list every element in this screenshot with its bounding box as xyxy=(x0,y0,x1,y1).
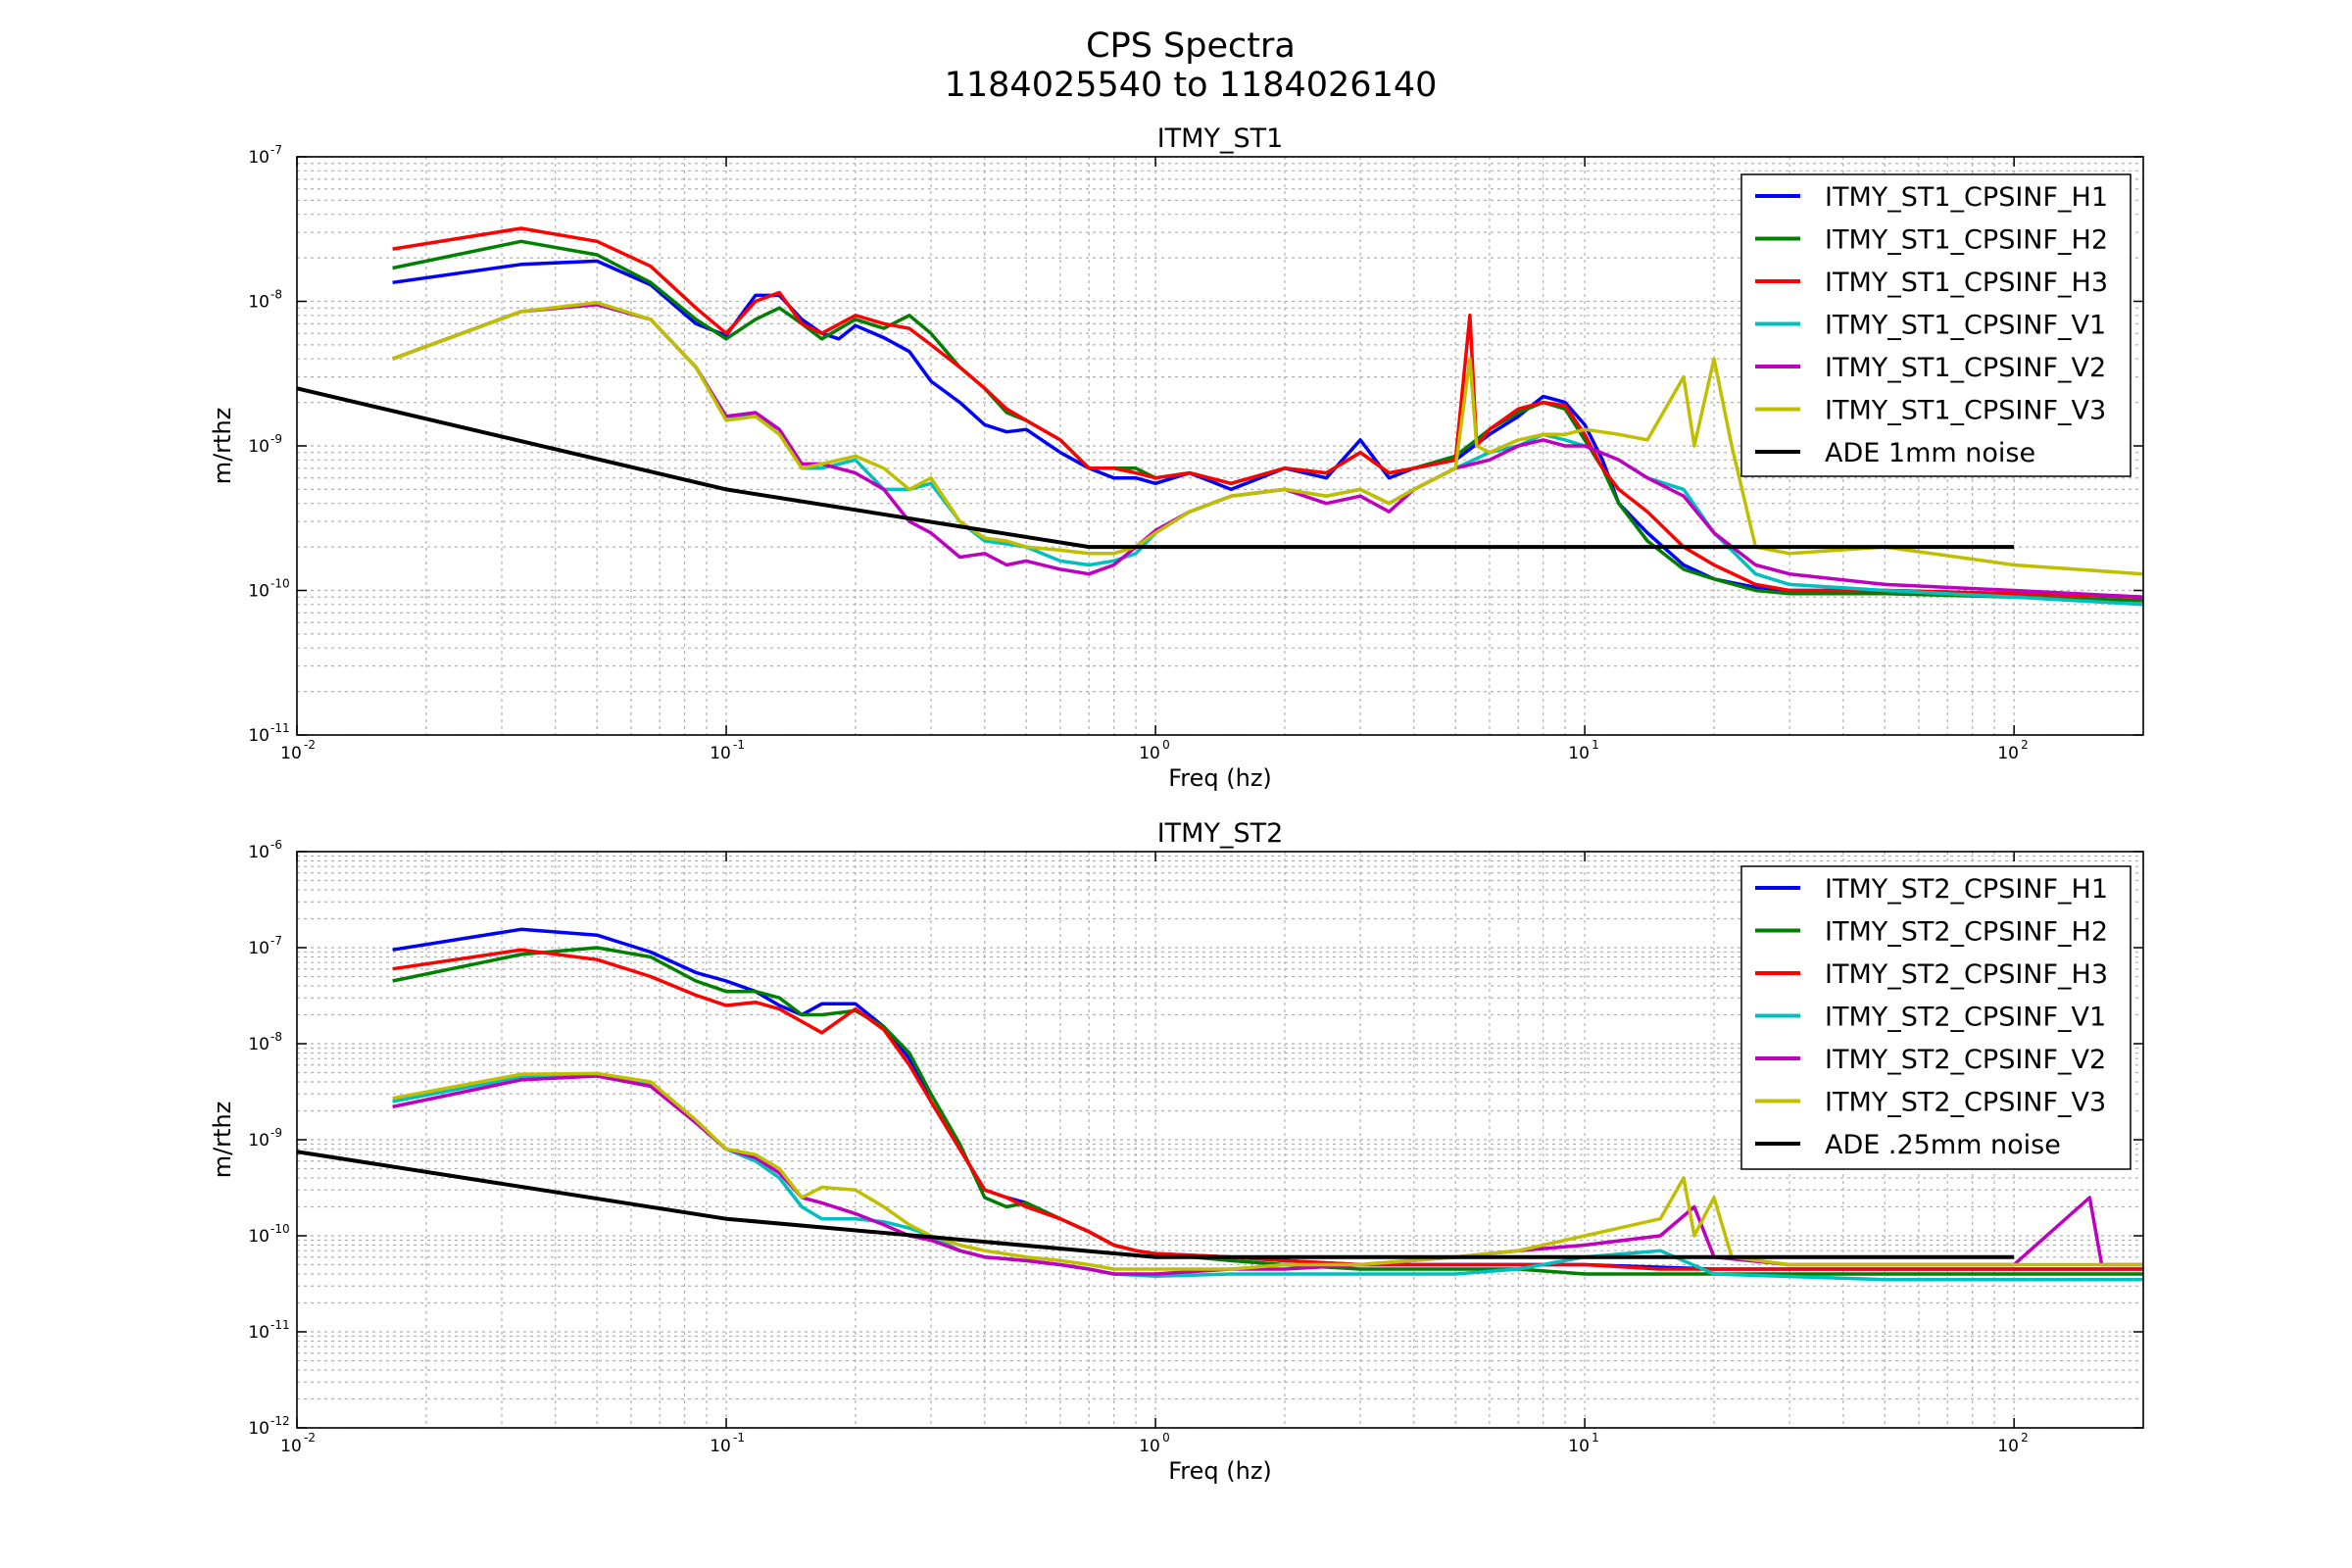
y-axis-label-st1: m/rthz xyxy=(209,408,236,485)
legend-label: ITMY_ST2_CPSINF_V3 xyxy=(1825,1088,2106,1118)
y-tick-label: 10 xyxy=(248,1419,270,1439)
legend-st1: ITMY_ST1_CPSINF_H1 ITMY_ST1_CPSINF_H2 ITMY… xyxy=(1740,173,2132,477)
figure-title-line2: 1184025540 to 1184026140 xyxy=(945,66,1438,105)
plot-area-st1 xyxy=(297,226,2143,607)
y-tick-label: 10 xyxy=(248,726,270,746)
x-tick-label: 10 xyxy=(710,1437,731,1456)
series-line-v3 xyxy=(391,301,2143,576)
x-tick-label: 10 xyxy=(1139,1437,1160,1456)
x-tick-label: 10 xyxy=(1997,744,2019,763)
y-tick-label: 10 xyxy=(248,1323,270,1343)
x-tick-label: 10 xyxy=(1568,1437,1590,1456)
legend-label: ITMY_ST1_CPSINF_H3 xyxy=(1825,268,2108,298)
y-tick-label: 10 xyxy=(248,1227,270,1247)
x-tick-exponent: -2 xyxy=(304,738,316,752)
x-tick-exponent: 1 xyxy=(1592,1431,1599,1445)
y-tick-exponent: -11 xyxy=(270,1318,290,1332)
x-tick-exponent: 0 xyxy=(1162,738,1170,752)
x-tick-label: 10 xyxy=(1568,744,1590,763)
series-line-v3 xyxy=(392,1071,2143,1271)
x-axis-label-st1: Freq (hz) xyxy=(1168,764,1272,792)
x-tick-label: 10 xyxy=(280,744,302,763)
y-tick-label: 10 xyxy=(248,582,270,602)
y-tick-label: 10 xyxy=(248,437,270,457)
x-tick-exponent: -1 xyxy=(733,1431,745,1445)
legend-label: ITMY_ST1_CPSINF_H1 xyxy=(1825,182,2108,213)
y-tick-exponent: -11 xyxy=(270,721,290,735)
x-axis-label-st2: Freq (hz) xyxy=(1168,1457,1272,1485)
y-tick-exponent: -12 xyxy=(270,1414,290,1428)
x-tick-exponent: 0 xyxy=(1162,1431,1170,1445)
x-tick-exponent: 2 xyxy=(2021,1431,2029,1445)
axes-title-st2: ITMY_ST2 xyxy=(1157,818,1284,849)
y-tick-exponent: -8 xyxy=(270,1030,282,1044)
x-tick-label: 10 xyxy=(1139,744,1160,763)
y-tick-exponent: -6 xyxy=(270,838,282,852)
legend-label: ITMY_ST2_CPSINF_H3 xyxy=(1825,959,2108,990)
legend-label: ITMY_ST2_CPSINF_V1 xyxy=(1825,1003,2106,1033)
y-tick-exponent: -10 xyxy=(270,577,290,591)
y-tick-exponent: -8 xyxy=(270,288,282,302)
legend-box xyxy=(1740,865,2132,1170)
plot-area-st2 xyxy=(297,927,2143,1282)
x-tick-exponent: 2 xyxy=(2021,738,2029,752)
y-axis-label-st2: m/rthz xyxy=(209,1102,236,1179)
y-tick-exponent: -9 xyxy=(270,1126,282,1140)
series-line-h3 xyxy=(392,226,2143,599)
y-tick-exponent: -7 xyxy=(270,143,282,157)
y-tick-label: 10 xyxy=(248,1131,270,1151)
series-line-ade xyxy=(297,386,2015,550)
legend-label: ITMY_ST1_CPSINF_V2 xyxy=(1825,353,2106,383)
y-tick-label: 10 xyxy=(248,939,270,958)
x-tick-exponent: -1 xyxy=(733,738,745,752)
y-tick-exponent: -7 xyxy=(270,934,282,948)
x-tick-label: 10 xyxy=(710,744,731,763)
legend-label: ADE 1mm noise xyxy=(1825,438,2035,468)
legend-label: ITMY_ST2_CPSINF_H2 xyxy=(1825,917,2108,948)
legend-label: ADE .25mm noise xyxy=(1825,1130,2061,1160)
series-line-v2 xyxy=(391,303,2143,599)
legend-label: ITMY_ST1_CPSINF_H2 xyxy=(1825,225,2108,256)
y-tick-label: 10 xyxy=(248,293,270,313)
y-tick-label: 10 xyxy=(248,1035,270,1054)
figure-title-line1: CPS Spectra xyxy=(1086,26,1296,66)
legend-label: ITMY_ST1_CPSINF_V1 xyxy=(1825,311,2106,341)
legend-label: ITMY_ST2_CPSINF_V2 xyxy=(1825,1045,2106,1075)
y-tick-exponent: -9 xyxy=(270,432,282,446)
x-tick-exponent: -2 xyxy=(304,1431,316,1445)
legend-st2: ITMY_ST2_CPSINF_H1 ITMY_ST2_CPSINF_H2 ITMY… xyxy=(1740,865,2132,1170)
series-line-ade xyxy=(297,1150,2015,1259)
legend-box xyxy=(1740,173,2132,477)
legend-label: ITMY_ST2_CPSINF_H1 xyxy=(1825,874,2108,905)
x-tick-label: 10 xyxy=(280,1437,302,1456)
axes-title-st1: ITMY_ST1 xyxy=(1157,123,1284,154)
x-tick-label: 10 xyxy=(1997,1437,2019,1456)
y-tick-label: 10 xyxy=(248,148,270,168)
y-tick-exponent: -10 xyxy=(270,1222,290,1236)
y-tick-label: 10 xyxy=(248,843,270,862)
x-tick-exponent: 1 xyxy=(1592,738,1599,752)
legend-label: ITMY_ST1_CPSINF_V3 xyxy=(1825,396,2106,426)
